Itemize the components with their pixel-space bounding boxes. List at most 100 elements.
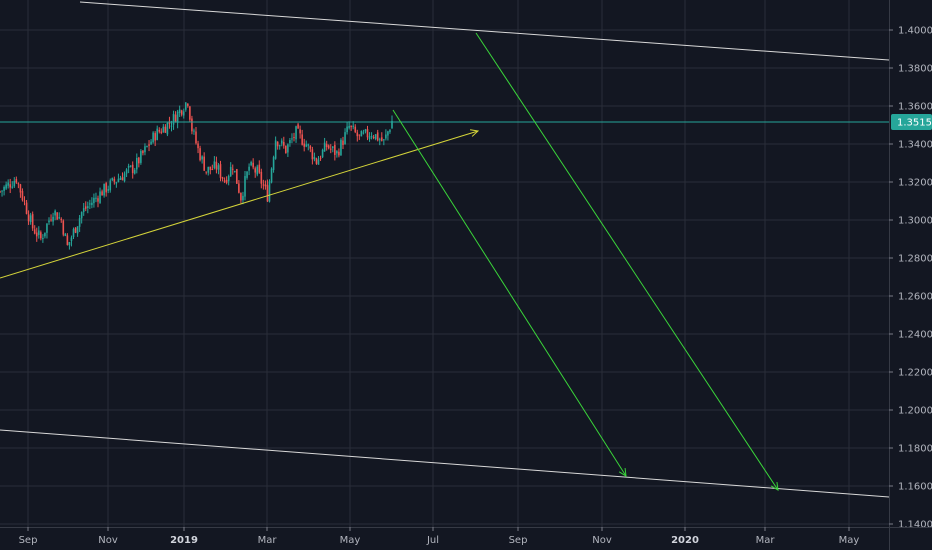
candle-body (266, 185, 269, 202)
candle-body (58, 217, 61, 219)
time-tick-label: May (839, 535, 860, 546)
price-axis[interactable]: 1.40000 1.38000 1.36000 1.34000 1.32000 1.300… (889, 0, 932, 550)
candle-body (317, 159, 320, 165)
candle-body (125, 169, 128, 174)
lower-channel-line[interactable] (0, 429, 889, 498)
price-tick-label: 1.20000 (898, 406, 932, 417)
candle-body (162, 126, 165, 133)
candle-body (295, 126, 297, 140)
candle-body (364, 129, 367, 132)
candle-body (72, 229, 75, 237)
candle-body (219, 164, 222, 178)
candle-body (91, 202, 93, 206)
rising-support-line[interactable] (0, 130, 479, 279)
candle-body (182, 111, 185, 116)
candle-body (336, 151, 338, 154)
candle-body (80, 212, 83, 219)
candle-body (146, 145, 148, 147)
candle-body (37, 230, 40, 235)
candle-body (156, 128, 159, 141)
candle-body (119, 178, 122, 180)
candle-body (276, 141, 279, 147)
candle-body (176, 111, 179, 123)
candle-body (138, 157, 140, 164)
candle-body (78, 218, 81, 227)
candle-body (160, 131, 163, 133)
candle-body (201, 156, 203, 160)
candle-body (362, 132, 365, 134)
candle-body (297, 124, 299, 129)
candle-body (256, 166, 259, 175)
candle-body (352, 125, 355, 127)
time-tick-label: 2019 (170, 535, 198, 546)
candle-body (274, 140, 277, 159)
candle-body (115, 182, 118, 184)
time-axis[interactable]: Sep Nov 2019 Mar May Jul Sep Nov 2020 Mar May (0, 527, 932, 550)
candle-body (133, 169, 136, 174)
price-tick-label: 1.24000 (898, 330, 932, 341)
candle-body (121, 177, 124, 181)
candle-body (221, 177, 224, 179)
time-tick-label: May (340, 535, 361, 546)
candle-body (60, 218, 63, 221)
candle-body (113, 178, 116, 182)
candle-body (305, 144, 308, 147)
candle-body (70, 237, 73, 242)
price-tick-label: 1.36000 (898, 102, 932, 113)
candle-body (272, 157, 275, 170)
price-tick-label: 1.40000 (898, 26, 932, 37)
candle-body (170, 125, 173, 127)
candle-body (254, 168, 257, 173)
candle-body (380, 137, 383, 141)
candle-body (285, 145, 287, 154)
candle-body (168, 122, 171, 124)
price-tick-label: 1.34000 (898, 140, 932, 151)
candle-body (291, 138, 293, 140)
candle-body (278, 145, 281, 147)
candle-body (31, 214, 34, 229)
candle-body (191, 118, 193, 132)
candle-body (15, 179, 18, 183)
candle-body (250, 161, 252, 166)
candle-body (246, 171, 248, 178)
candle-body (56, 212, 58, 220)
upper-channel-line[interactable] (79, 1, 889, 61)
candle-body (233, 170, 236, 172)
candle-body (25, 202, 28, 214)
candle-body (387, 131, 389, 136)
candle-body (0, 191, 1, 193)
candle-body (197, 143, 199, 149)
candle-body (11, 186, 14, 188)
time-tick-label: 2020 (671, 535, 699, 546)
time-tick-label: Mar (258, 535, 278, 546)
candle-body (366, 129, 369, 138)
last-price-label: 1.35156 (897, 118, 932, 129)
candle-body (3, 186, 5, 191)
candle-body (217, 165, 220, 170)
candle-body (260, 171, 263, 184)
candle-body (376, 132, 379, 141)
candle-body (68, 242, 71, 246)
candle-body (311, 149, 314, 160)
candle-body (334, 144, 336, 155)
candle-body (289, 140, 291, 144)
time-tick-label: Nov (592, 535, 612, 546)
candle-body (33, 229, 36, 234)
candle-body (207, 166, 210, 173)
projection-arrow-2-head (770, 482, 779, 491)
projection-arrow-2[interactable] (475, 32, 779, 491)
candle-body (117, 178, 120, 182)
projection-arrow-1[interactable] (392, 109, 627, 477)
drawing-layer[interactable] (0, 1, 889, 498)
candle-body (7, 182, 9, 186)
candle-body (327, 145, 330, 149)
candle-body (331, 146, 334, 149)
candle-body (372, 137, 375, 139)
candle-body (129, 165, 132, 167)
candle-body (350, 125, 352, 127)
candle-body (84, 206, 87, 209)
candle-body (101, 191, 103, 196)
candle-body (223, 180, 226, 182)
candle-body (303, 143, 306, 147)
